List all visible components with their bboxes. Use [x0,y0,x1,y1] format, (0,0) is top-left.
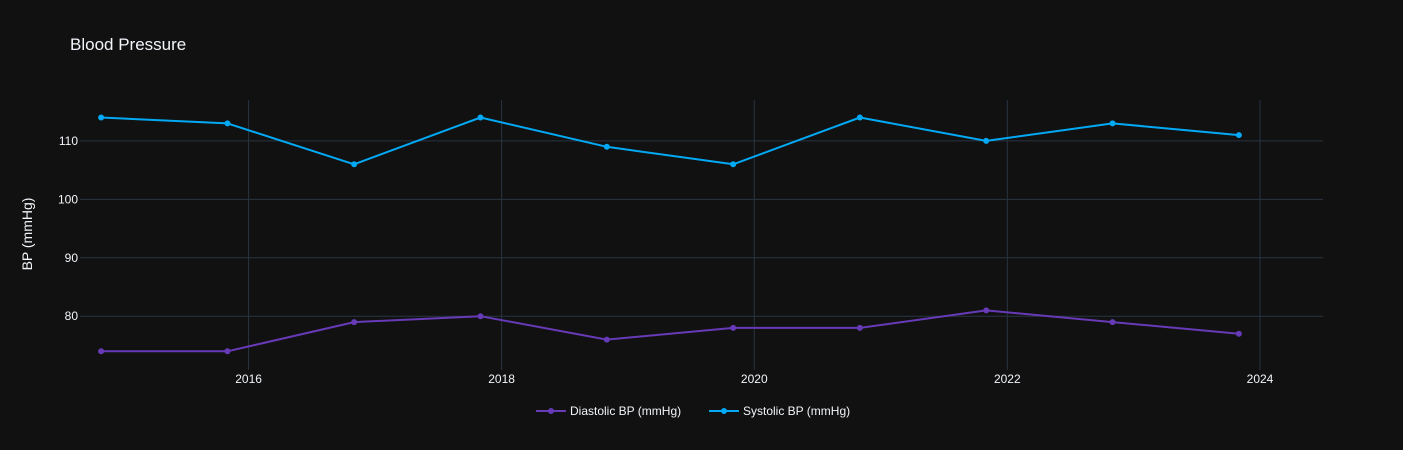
x-tick-label: 2018 [488,372,515,386]
y-tick-label: 110 [59,134,78,148]
data-point[interactable] [477,313,484,320]
data-point[interactable] [224,120,231,127]
data-point[interactable] [1235,330,1242,337]
x-tick-label: 2020 [741,372,768,386]
series-line-1 [101,116,1239,166]
legend-item-1[interactable]: Systolic BP (mmHg) [709,404,850,418]
data-point[interactable] [98,114,105,121]
legend[interactable]: Diastolic BP (mmHg) Systolic BP (mmHg) [536,404,850,418]
data-point[interactable] [351,319,358,326]
grid-lines [80,100,1323,370]
data-point[interactable] [730,324,737,331]
y-axis-title: BP (mmHg) [19,198,35,271]
y-tick-label: 80 [65,309,79,323]
x-tick-label: 2024 [1247,372,1274,386]
data-point[interactable] [1109,120,1116,127]
data-point[interactable] [224,348,231,355]
y-tick-label: 100 [58,192,78,206]
x-tick-label: 2022 [994,372,1021,386]
chart-title: Blood Pressure [70,35,186,54]
data-series [98,114,1242,355]
series-line-0 [101,309,1239,353]
data-point[interactable] [603,143,610,150]
data-point[interactable] [983,307,990,314]
data-point[interactable] [351,161,358,168]
data-point[interactable] [603,336,610,343]
data-point[interactable] [856,114,863,121]
data-point[interactable] [856,324,863,331]
data-point[interactable] [730,161,737,168]
x-tick-label: 2016 [235,372,262,386]
data-point[interactable] [983,137,990,144]
axis-ticks: 80 90 100 110 2016 2018 2020 2022 2024 [58,134,1274,386]
data-point[interactable] [477,114,484,121]
y-tick-label: 90 [65,251,79,265]
data-point[interactable] [98,348,105,355]
legend-swatch-marker [721,408,727,414]
legend-swatch-marker [548,408,554,414]
legend-item-0[interactable]: Diastolic BP (mmHg) [536,404,681,418]
data-point[interactable] [1109,319,1116,326]
legend-label: Systolic BP (mmHg) [743,404,850,418]
data-point[interactable] [1235,132,1242,139]
legend-label: Diastolic BP (mmHg) [570,404,681,418]
